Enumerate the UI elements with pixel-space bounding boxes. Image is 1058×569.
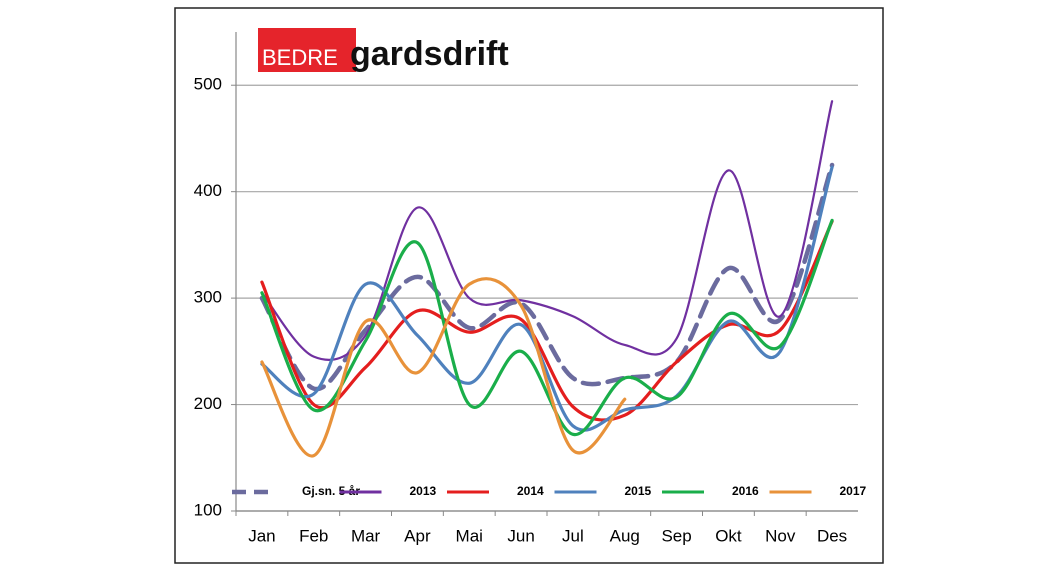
y-tick-label: 400 (194, 181, 222, 200)
x-tick-label: Mar (351, 526, 381, 545)
x-tick-label: Aug (610, 526, 640, 545)
x-tick-label: Sep (661, 526, 691, 545)
legend-label: 2017 (840, 484, 867, 498)
x-tick-label: Feb (299, 526, 328, 545)
y-tick-label: 100 (194, 500, 222, 519)
x-tick-label: Okt (715, 526, 742, 545)
series-line (259, 162, 835, 391)
x-tick-label: Nov (765, 526, 796, 545)
x-tick-label: Jul (562, 526, 584, 545)
frame (174, 7, 884, 564)
x-tick-label: Mai (456, 526, 483, 545)
x-tick-label: Jun (507, 526, 534, 545)
legend-label: 2015 (625, 484, 652, 498)
series-line (260, 218, 834, 436)
series-line (260, 165, 834, 432)
x-tick-label: Des (817, 526, 847, 545)
x-tick-label: Jan (248, 526, 275, 545)
y-tick-label: 200 (194, 394, 222, 413)
logo-box (258, 28, 356, 72)
legend-label: 2013 (410, 484, 437, 498)
x-tick-label: Apr (404, 526, 431, 545)
logo-prefix: BEDRE (262, 45, 338, 70)
series-line (260, 277, 627, 458)
legend-label: Gj.sn. 5 år (302, 484, 360, 498)
series-line (260, 100, 834, 361)
legend-label: 2014 (517, 484, 544, 498)
logo-name: gardsdrift (350, 35, 509, 73)
y-tick-label: 300 (194, 288, 222, 307)
y-tick-label: 500 (194, 75, 222, 94)
legend-label: 2016 (732, 484, 759, 498)
